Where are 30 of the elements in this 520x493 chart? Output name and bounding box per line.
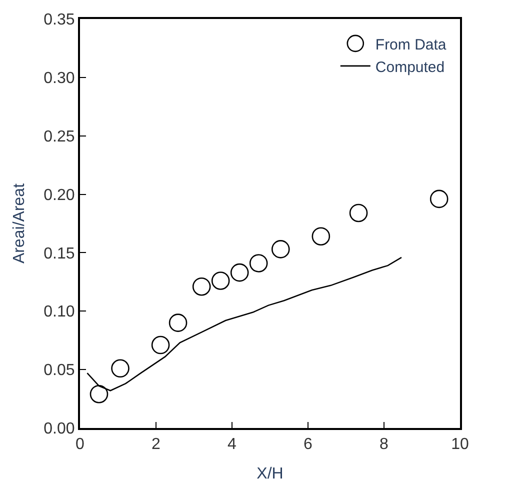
point	[211, 272, 230, 290]
y-tick-label: 0.00	[44, 420, 75, 438]
y-tick-label: 0.35	[44, 12, 75, 29]
y-tick-label: 0.05	[44, 362, 75, 380]
x-tick-label: 10	[451, 436, 469, 454]
point	[349, 204, 368, 222]
x-tick-label: 8	[380, 436, 389, 454]
point	[111, 359, 130, 378]
point	[272, 240, 290, 258]
point	[312, 227, 330, 246]
x-tick-label: 0	[76, 436, 85, 454]
point	[230, 263, 249, 282]
point	[192, 277, 211, 296]
y-tick-label: 0.30	[44, 70, 75, 88]
point	[168, 314, 188, 332]
x-axis-title: X/H	[256, 465, 284, 482]
legend-label: From Data	[375, 36, 447, 54]
point	[249, 254, 268, 272]
y-tick-label: 0.15	[44, 245, 75, 262]
x-tick-label: 4	[228, 436, 237, 454]
point	[151, 336, 170, 354]
legend-label: Computed	[375, 58, 445, 76]
point	[90, 384, 108, 404]
y-axis-title: Areai/Areat	[11, 182, 28, 264]
y-tick-label: 0.25	[44, 128, 75, 146]
x-tick-label: 2	[152, 436, 161, 454]
x-tick-label: 6	[304, 436, 313, 454]
point	[430, 190, 448, 208]
y-tick-label: 0.20	[44, 186, 75, 204]
y-tick-label: 0.10	[44, 304, 75, 321]
